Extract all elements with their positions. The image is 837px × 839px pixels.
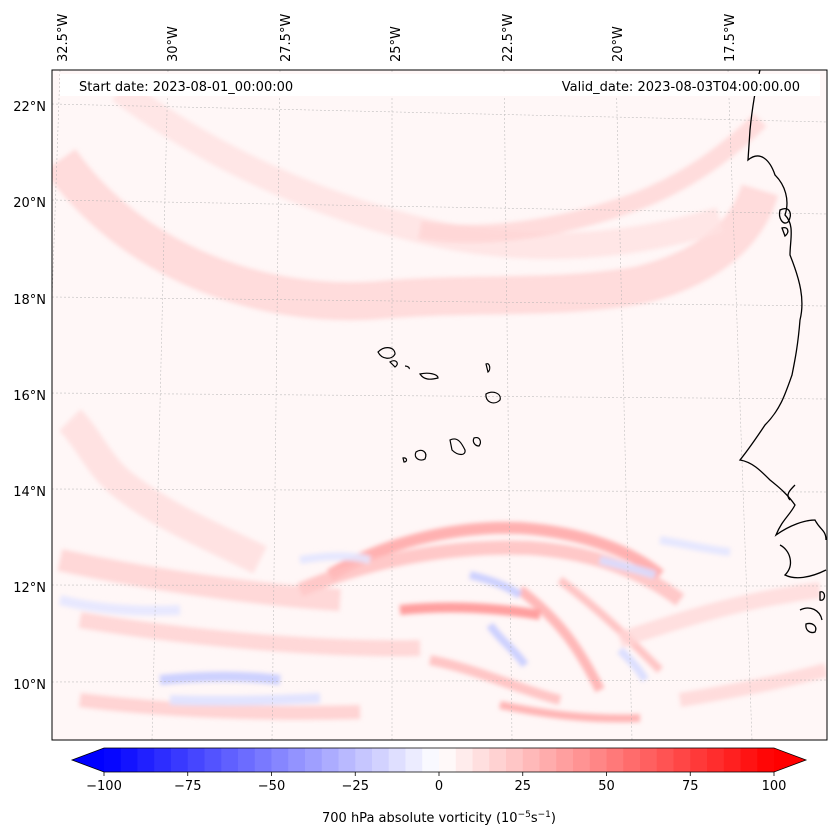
colorbar-segment [288,748,306,772]
colorbar-segment [472,748,490,772]
colorbar-segment [707,748,725,772]
lat-label: 22°N [13,100,46,115]
colorbar-segment [405,748,423,772]
colorbar-segment [187,748,206,772]
colorbar-segment [238,748,256,772]
lat-label: 18°N [13,293,46,308]
colorbar-segment [539,748,557,772]
lon-label: 30°W [166,26,181,62]
colorbar-segment [455,748,474,772]
colorbar-segment [640,748,658,772]
colorbar: −100 −75 −50 −25 0 25 50 75 100 700 hPa absolute… [70,747,808,826]
colorbar-min-extension [72,748,104,772]
colorbar-segment [355,748,373,772]
colorbar-segment [254,748,273,772]
colorbar-segment [338,748,356,772]
colorbar-segment [439,748,457,772]
lon-label: 25°W [389,26,404,62]
colorbar-max-extension [774,748,806,772]
colorbar-ticks: −100 −75 −50 −25 0 25 50 75 100 [86,772,786,794]
colorbar-segment [757,748,775,772]
colorbar-tick-label: 100 [762,779,787,794]
longitude-labels: 32.5°W 30°W 27.5°W 25°W 22.5°W 20°W 17.5… [56,14,738,62]
colorbar-tick-label: −25 [342,779,369,794]
lon-label: 22.5°W [501,14,516,62]
lat-label: 12°N [13,581,46,596]
vorticity-field [52,79,827,723]
colorbar-tick-label: 50 [598,779,615,794]
colorbar-segment [740,748,758,772]
lat-label: 20°N [13,196,46,211]
colorbar-label: 700 hPa absolute vorticity (10−5s−1) [322,810,556,826]
latitude-labels: 22°N 20°N 18°N 16°N 14°N 12°N 10°N [13,100,46,693]
lat-label: 16°N [13,389,46,404]
colorbar-segment [154,748,172,772]
lon-label: 32.5°W [56,14,71,62]
colorbar-segment [221,748,239,772]
colorbar-tick-label: −50 [258,779,285,794]
valid-date-label: Valid_date: 2023-08-03T04:00:00.00 [562,80,800,95]
colorbar-segment [556,748,574,772]
start-date-label: Start date: 2023-08-01_00:00:00 [79,80,293,95]
cape-verde-islands [377,347,501,463]
colorbar-segment [321,748,340,772]
colorbar-segment [372,748,390,772]
colorbar-segment [271,748,289,772]
colorbar-segment [422,748,440,772]
lat-label: 14°N [13,485,46,500]
map-frame [51,69,828,741]
colorbar-segment [305,748,323,772]
colorbar-tick-label: 0 [435,779,443,794]
colorbar-segment [489,748,507,772]
colorbar-segments [104,748,775,772]
colorbar-segment [589,748,608,772]
colorbar-tick-label: −75 [174,779,201,794]
colorbar-segment [623,748,641,772]
info-banner [60,74,820,96]
colorbar-segment [656,748,675,772]
colorbar-segment [104,748,122,772]
colorbar-segment [690,748,708,772]
colorbar-segment [388,748,407,772]
colorbar-segment [723,748,742,772]
colorbar-segment [506,748,524,772]
colorbar-tick-label: −100 [86,779,122,794]
lon-label: 27.5°W [279,14,294,62]
colorbar-segment [171,748,189,772]
graticule [52,70,827,740]
colorbar-segment [204,748,222,772]
lat-label: 10°N [13,678,46,693]
lon-label: 17.5°W [723,14,738,62]
colorbar-segment [522,748,541,772]
map-panel: Start date: 2023-08-01_00:00:00 Valid_da… [52,70,827,740]
colorbar-tick-label: 75 [682,779,699,794]
colorbar-tick-label: 25 [514,779,531,794]
colorbar-segment [120,748,139,772]
coastline [738,70,827,634]
colorbar-segment [573,748,591,772]
colorbar-segment [673,748,691,772]
colorbar-segment [606,748,624,772]
colorbar-segment [137,748,155,772]
lon-label: 20°W [611,26,626,62]
